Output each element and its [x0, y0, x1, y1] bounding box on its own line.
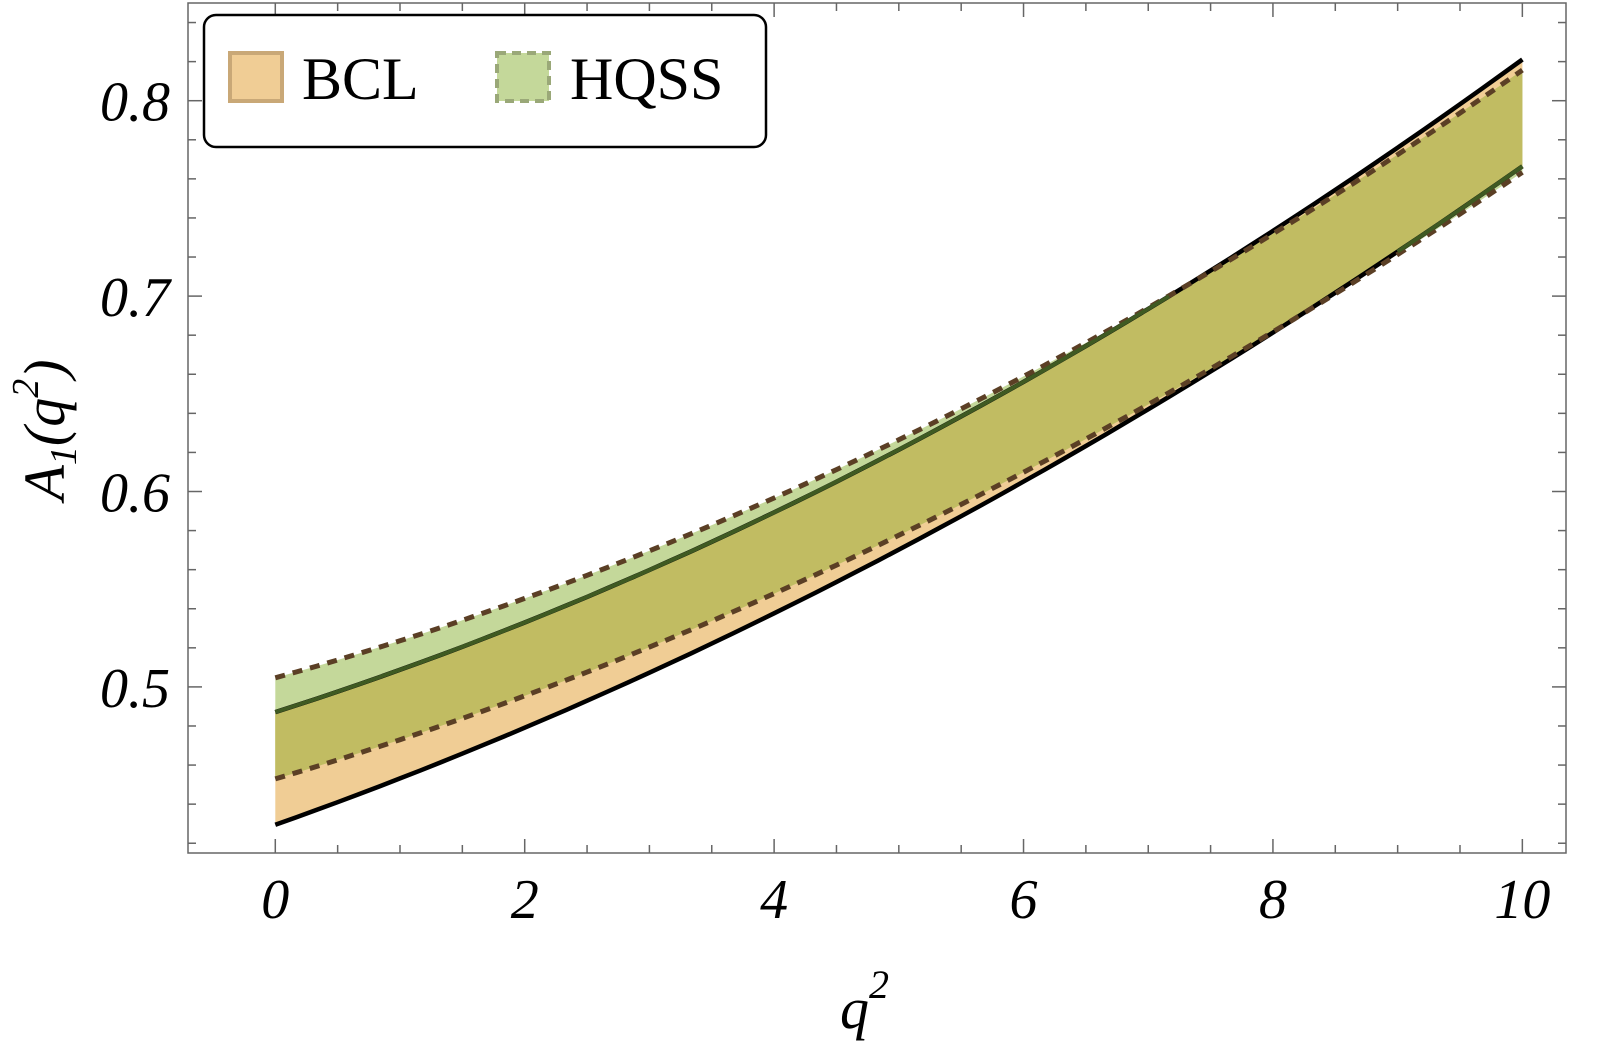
y-axis-label-sub: 1	[43, 446, 85, 465]
y-axis-label-open: (q	[12, 398, 77, 446]
bcl-upper-edge	[274, 57, 1524, 715]
band-edges	[274, 57, 1524, 827]
bands	[275, 59, 1523, 825]
x-axis-label-sup: 2	[869, 962, 889, 1007]
x-tick-label: 0	[261, 869, 289, 931]
bcl-upper-edge-tint	[274, 294, 1171, 715]
y-axis-title: A1(q2)	[5, 359, 85, 504]
x-tick-label: 4	[760, 869, 788, 931]
legend-box	[202, 13, 768, 149]
y-axis-label-sup: 2	[5, 379, 47, 398]
y-tick-label: 0.5	[100, 658, 170, 720]
plot-area	[187, 2, 1567, 854]
x-tick-label: 6	[1010, 869, 1038, 931]
legend-swatch-hqss	[495, 51, 551, 103]
tick-labels: 0 2 4 6 8 10 0.5 0.6 0.7 0.8	[100, 72, 1550, 931]
bcl-lower-edge	[274, 164, 1524, 827]
y-tick-label: 0.8	[100, 72, 170, 134]
svg-text:A1(q2): A1(q2)	[5, 359, 85, 504]
y-tick-label: 0.6	[100, 463, 170, 525]
plot-frame	[187, 2, 1567, 854]
ticks	[188, 3, 1566, 853]
legend-label-bcl: BCL	[302, 46, 419, 112]
hqss-lower-edge	[274, 170, 1524, 782]
x-tick-label: 2	[511, 869, 539, 931]
x-tick-label: 8	[1259, 869, 1287, 931]
legend-swatch-bcl	[228, 51, 284, 103]
hqss-upper-edge	[274, 68, 1524, 681]
x-axis-label: q	[840, 976, 869, 1041]
y-axis-label-main: A	[12, 465, 77, 505]
svg-text:q2: q2	[840, 962, 889, 1041]
y-tick-label: 0.7	[100, 267, 172, 329]
x-tick-label: 10	[1494, 869, 1550, 931]
x-axis-title: q2	[840, 962, 889, 1041]
y-axis-label-close: )	[12, 359, 77, 381]
bcl-lower-edge-tint	[1396, 164, 1524, 254]
legend-label-hqss: HQSS	[570, 46, 723, 112]
legend: BCL HQSS	[202, 13, 768, 149]
band-overlap	[275, 70, 1523, 779]
